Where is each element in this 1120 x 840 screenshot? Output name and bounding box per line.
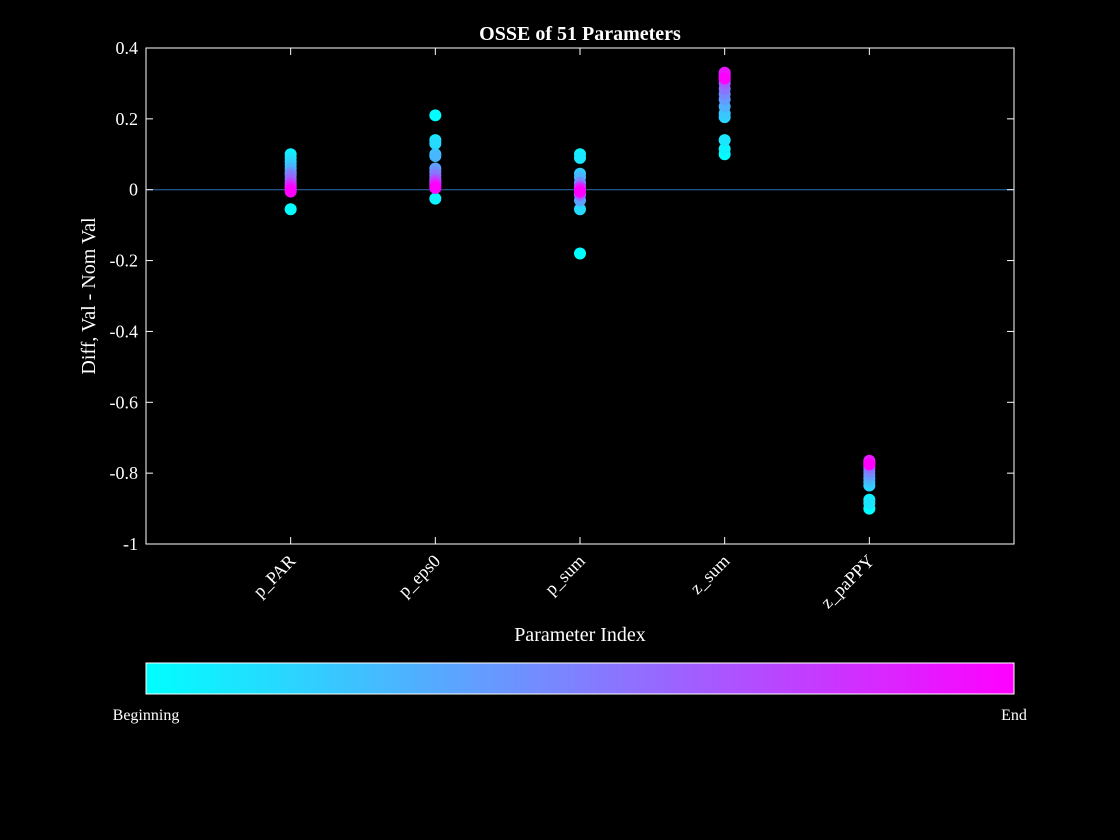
scatter-point-z_paPPY bbox=[863, 497, 876, 510]
y-tick-label: -1 bbox=[123, 534, 138, 554]
x-tick-label: p_sum bbox=[541, 551, 589, 599]
y-tick-label: 0.4 bbox=[116, 38, 139, 58]
scatter-point-z_sum bbox=[718, 72, 731, 85]
scatter-point-p_sum bbox=[574, 247, 586, 260]
colorbar-end-label: End bbox=[1001, 707, 1027, 724]
scatter-points bbox=[284, 66, 876, 515]
x-tick-label: z_paPPY bbox=[817, 551, 879, 613]
scatter-point-z_sum bbox=[718, 134, 731, 147]
plot-frame bbox=[145, 47, 1015, 545]
scatter-point-p_sum bbox=[574, 203, 586, 216]
x-tick-label: z_sum bbox=[686, 551, 733, 598]
y-tick-label: 0 bbox=[129, 180, 138, 200]
y-axis: 0.4 0.2 0 -0.2 -0.4 -0.6 -0.8 -1 bbox=[110, 38, 1014, 554]
y-tick-label: -0.2 bbox=[110, 251, 139, 271]
y-tick-label: -0.8 bbox=[110, 463, 139, 483]
scatter-point-p_sum bbox=[574, 151, 586, 164]
scatter-point-p_PAR bbox=[284, 185, 297, 198]
y-tick-label: 0.2 bbox=[116, 109, 139, 129]
y-tick-label: -0.4 bbox=[110, 321, 139, 341]
scatter-point-z_paPPY bbox=[863, 458, 876, 471]
x-tick-label: p_PAR bbox=[249, 551, 299, 601]
scatter-point-z_sum bbox=[718, 142, 731, 155]
x-axis-label: Parameter Index bbox=[514, 624, 646, 646]
y-axis-label: Diff, Val - Nom Val bbox=[78, 217, 100, 375]
y-tick-label: -0.6 bbox=[110, 392, 139, 412]
scatter-point-p_eps0 bbox=[429, 109, 442, 122]
chart-title: OSSE of 51 Parameters bbox=[479, 23, 681, 45]
scatter-point-p_eps0 bbox=[429, 181, 442, 194]
colorbar bbox=[145, 662, 1015, 695]
scatter-point-p_PAR bbox=[284, 203, 297, 216]
scatter-point-p_eps0 bbox=[429, 137, 442, 150]
x-tick-label: p_eps0 bbox=[394, 551, 444, 601]
scatter-point-p_eps0 bbox=[429, 192, 442, 205]
scatter-point-p_sum bbox=[574, 185, 586, 198]
scatter-point-p_eps0 bbox=[429, 150, 442, 163]
colorbar-start-label: Beginning bbox=[113, 707, 180, 724]
